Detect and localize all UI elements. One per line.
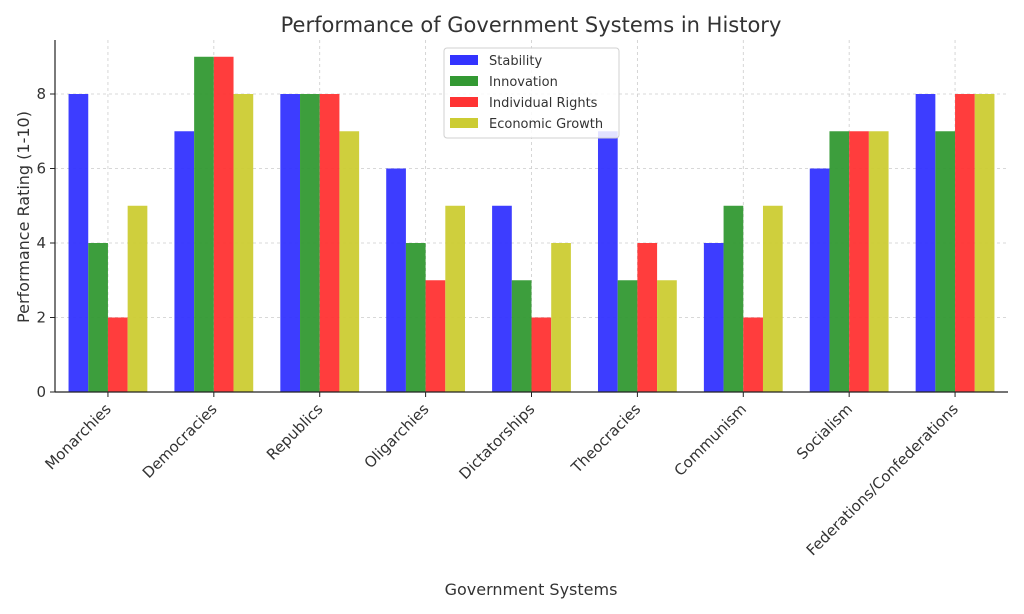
y-tick-label: 0 (36, 383, 46, 401)
x-tick-label: Socialism (793, 400, 856, 463)
legend-swatch (450, 118, 478, 128)
legend-label: Innovation (489, 75, 558, 90)
bar-economic-growth (233, 94, 254, 392)
y-tick-label: 4 (36, 234, 46, 252)
bar-individual-rights (955, 94, 975, 392)
y-tick-label: 6 (36, 160, 46, 178)
y-tick-label: 2 (36, 309, 46, 327)
y-axis-label: Performance Rating (1-10) (14, 111, 33, 323)
x-tick-label: Dictatorships (456, 400, 539, 483)
axes (50, 40, 1008, 397)
x-tick-labels: Monarchies Democracies Republics Oligarchie… (41, 400, 962, 559)
bar-stability (597, 131, 618, 392)
bar-stability (492, 205, 512, 392)
bar-innovation (935, 131, 956, 392)
bar-innovation (300, 94, 320, 392)
x-tick-label: Republics (263, 400, 327, 464)
legend: Stability Innovation Individual Rights Econ… (443, 47, 620, 139)
legend-swatch (450, 97, 478, 107)
bar-innovation (829, 131, 850, 392)
bar-individual-rights (743, 317, 763, 392)
legend-label: Individual Rights (489, 96, 598, 111)
bar-economic-growth (551, 243, 571, 392)
bars (68, 56, 995, 393)
bar-economic-growth (974, 94, 995, 392)
chart-title: Performance of Government Systems in His… (281, 13, 782, 37)
bar-economic-growth (127, 205, 148, 392)
bar-individual-rights (107, 317, 128, 392)
bar-economic-growth (339, 131, 360, 392)
bar-stability (703, 243, 724, 392)
bar-economic-growth (445, 205, 466, 392)
x-tick-label: Monarchies (41, 400, 114, 473)
x-axis-label: Government Systems (445, 580, 618, 599)
bar-economic-growth (868, 131, 889, 392)
legend-label: Economic Growth (489, 117, 603, 132)
bar-economic-growth (657, 280, 677, 392)
bar-individual-rights (531, 317, 552, 392)
y-tick-labels: 0 2 4 6 8 (36, 85, 46, 401)
bar-stability (386, 168, 406, 392)
bar-individual-rights (319, 94, 340, 392)
bar-innovation (511, 280, 532, 392)
bar-stability (809, 168, 830, 392)
y-tick-label: 8 (36, 85, 46, 103)
bar-innovation (723, 205, 744, 392)
bar-stability (280, 94, 301, 392)
legend-swatch (450, 76, 478, 86)
legend-swatch (450, 55, 478, 65)
x-tick-label: Oligarchies (361, 400, 433, 472)
bar-stability (174, 131, 195, 392)
x-tick-label: Theocracies (567, 400, 644, 477)
bar-innovation (405, 243, 426, 392)
bar-individual-rights (849, 131, 869, 392)
bar-individual-rights (425, 280, 446, 392)
bar-individual-rights (637, 243, 658, 392)
legend-box (443, 47, 620, 139)
bar-stability (68, 94, 89, 392)
bar-stability (915, 94, 936, 392)
legend-label: Stability (489, 54, 543, 69)
bar-individual-rights (213, 56, 234, 393)
bar-innovation (88, 243, 108, 392)
bar-innovation (617, 280, 638, 392)
bar-innovation (194, 56, 214, 393)
bar-economic-growth (762, 205, 783, 392)
x-tick-label: Democracies (139, 400, 221, 482)
x-tick-label: Communism (671, 400, 751, 480)
